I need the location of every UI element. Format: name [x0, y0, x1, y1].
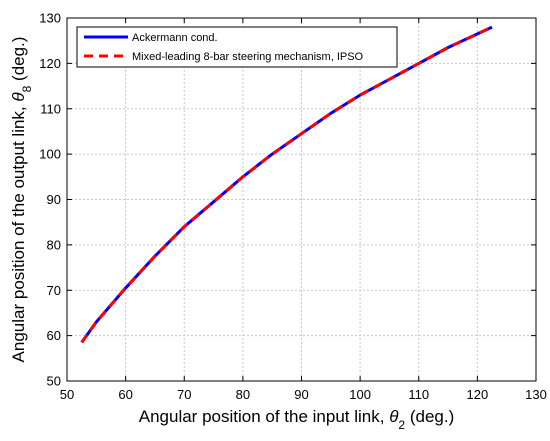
- y-tick-label: 110: [40, 101, 61, 116]
- legend-box: [76, 26, 398, 68]
- x-tick-label: 100: [349, 387, 371, 402]
- x-tick-label: 70: [177, 387, 191, 402]
- x-tick-label: 50: [60, 387, 74, 402]
- x-tick-label: 90: [294, 387, 308, 402]
- x-tick-label: 120: [467, 387, 489, 402]
- x-tick-label: 110: [408, 387, 429, 402]
- y-tick-label: 100: [39, 147, 61, 162]
- series-line-mixed-leading-8-bar: [80, 25, 493, 344]
- series-lines: [80, 25, 493, 344]
- x-axis-ticks: 50 60 70 80 90 100 110 120 130: [60, 18, 547, 402]
- x-axis-label: Angular position of the input link, θ2 (…: [139, 407, 455, 432]
- legend: Ackermann cond. Mixed-leading 8-bar stee…: [76, 26, 398, 68]
- y-tick-label: 130: [39, 11, 61, 26]
- legend-label-ackermann: Ackermann cond.: [132, 32, 218, 44]
- y-tick-label: 70: [47, 283, 61, 298]
- legend-label-mixed-leading-8-bar: Mixed-leading 8-bar steering mechanism, …: [132, 51, 364, 63]
- x-tick-label: 130: [525, 387, 547, 402]
- x-tick-label: 80: [236, 387, 250, 402]
- y-tick-label: 50: [47, 374, 61, 389]
- y-tick-label: 120: [39, 56, 61, 71]
- y-axis-ticks: 50 60 70 80 90 100 110 120 130: [39, 11, 536, 389]
- series-line-ackermann: [80, 25, 493, 344]
- y-tick-label: 80: [47, 237, 61, 252]
- y-tick-label: 90: [47, 192, 61, 207]
- y-tick-label: 60: [47, 328, 61, 343]
- y-axis-label: Angular position of the output link, θ8 …: [9, 37, 34, 363]
- x-tick-label: 60: [118, 387, 132, 402]
- grid-lines: [67, 18, 536, 381]
